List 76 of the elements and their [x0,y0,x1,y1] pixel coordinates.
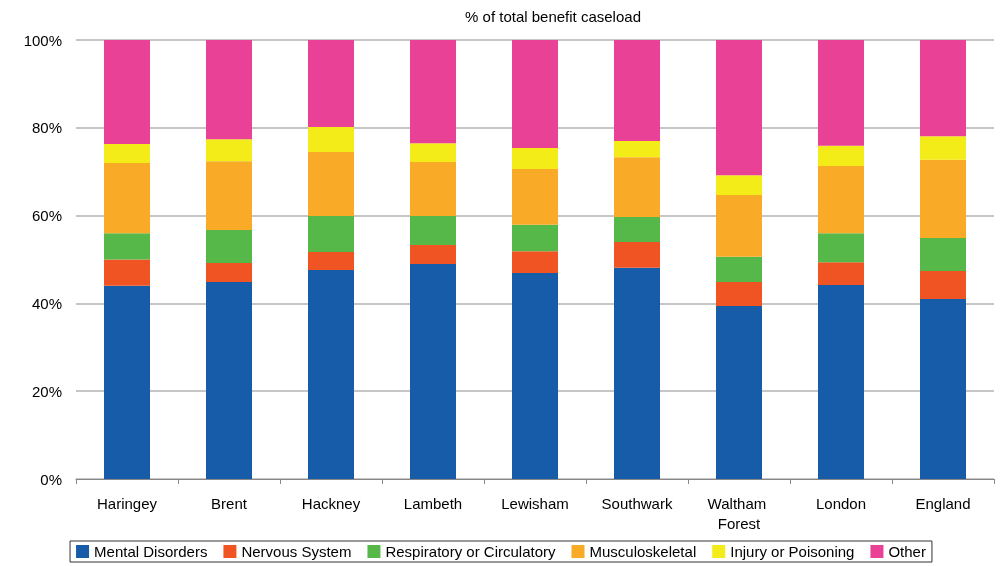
bar [104,259,150,286]
bar [920,136,966,160]
bar [512,147,558,170]
bar [410,263,456,479]
bar [104,40,150,145]
legend-label: Musculoskeletal [589,543,697,560]
bar [512,224,558,252]
bar [818,165,864,234]
bar [920,270,966,300]
bar [410,143,456,163]
y-tick-label: 20% [31,382,62,400]
x-tick-label: Waltham Forest [707,494,771,532]
x-tick-label: Southwark [601,494,673,512]
legend-label: Mental Disorders [94,543,208,560]
bar [818,284,864,479]
y-tick-label: 80% [31,119,62,137]
bar [410,216,456,246]
bar [716,175,762,195]
x-tick-label: Haringey [96,494,158,512]
x-tick-label: England [915,494,971,512]
bar [614,140,660,158]
bar [104,233,150,260]
legend-label: Respiratory or Circulatory [385,543,556,560]
x-tick-label: Lambeth [403,494,463,512]
bar [614,157,660,217]
bar [818,233,864,263]
bar [512,273,558,479]
bar [614,40,660,141]
bar [308,252,354,271]
bar [308,270,354,479]
bar [818,145,864,166]
bar [308,216,354,253]
bar [716,306,762,479]
x-tick-label: Lewisham [501,494,569,512]
bar [614,267,660,479]
bar [104,285,150,479]
bar [716,281,762,307]
x-tick-label: Hackney [301,494,361,512]
legend-label: Injury or Poisoning [730,543,855,560]
bar [716,194,762,257]
bar [206,230,252,264]
bar [410,245,456,264]
bar [206,263,252,282]
bar [308,40,354,127]
bar [206,139,252,162]
bar [308,151,354,217]
bar [206,281,252,479]
bar [716,40,762,176]
legend-label: Nervous System [241,543,352,560]
bar [512,169,558,225]
bar [512,40,558,148]
bar [614,241,660,268]
bar [920,40,966,137]
bar [104,162,150,234]
bar [410,162,456,217]
bar [206,40,252,140]
bar [410,40,456,144]
legend-label: Other [888,543,926,560]
bar [206,161,252,231]
bar [104,144,150,163]
y-tick-label: 40% [31,294,62,312]
y-tick-label: 100% [23,31,62,49]
y-tick-label: 60% [31,207,62,225]
bar [716,256,762,282]
bar [308,126,354,152]
y-tick-label: 0% [40,470,62,488]
bar [614,216,660,242]
bar [818,262,864,285]
bar [920,237,966,271]
x-tick-label: London [815,494,867,512]
bar [818,40,864,146]
x-tick-label: Brent [211,494,248,512]
bar [920,299,966,479]
bar [512,251,558,274]
chart-title: % of total benefit caseload [465,8,641,25]
bar [920,159,966,238]
